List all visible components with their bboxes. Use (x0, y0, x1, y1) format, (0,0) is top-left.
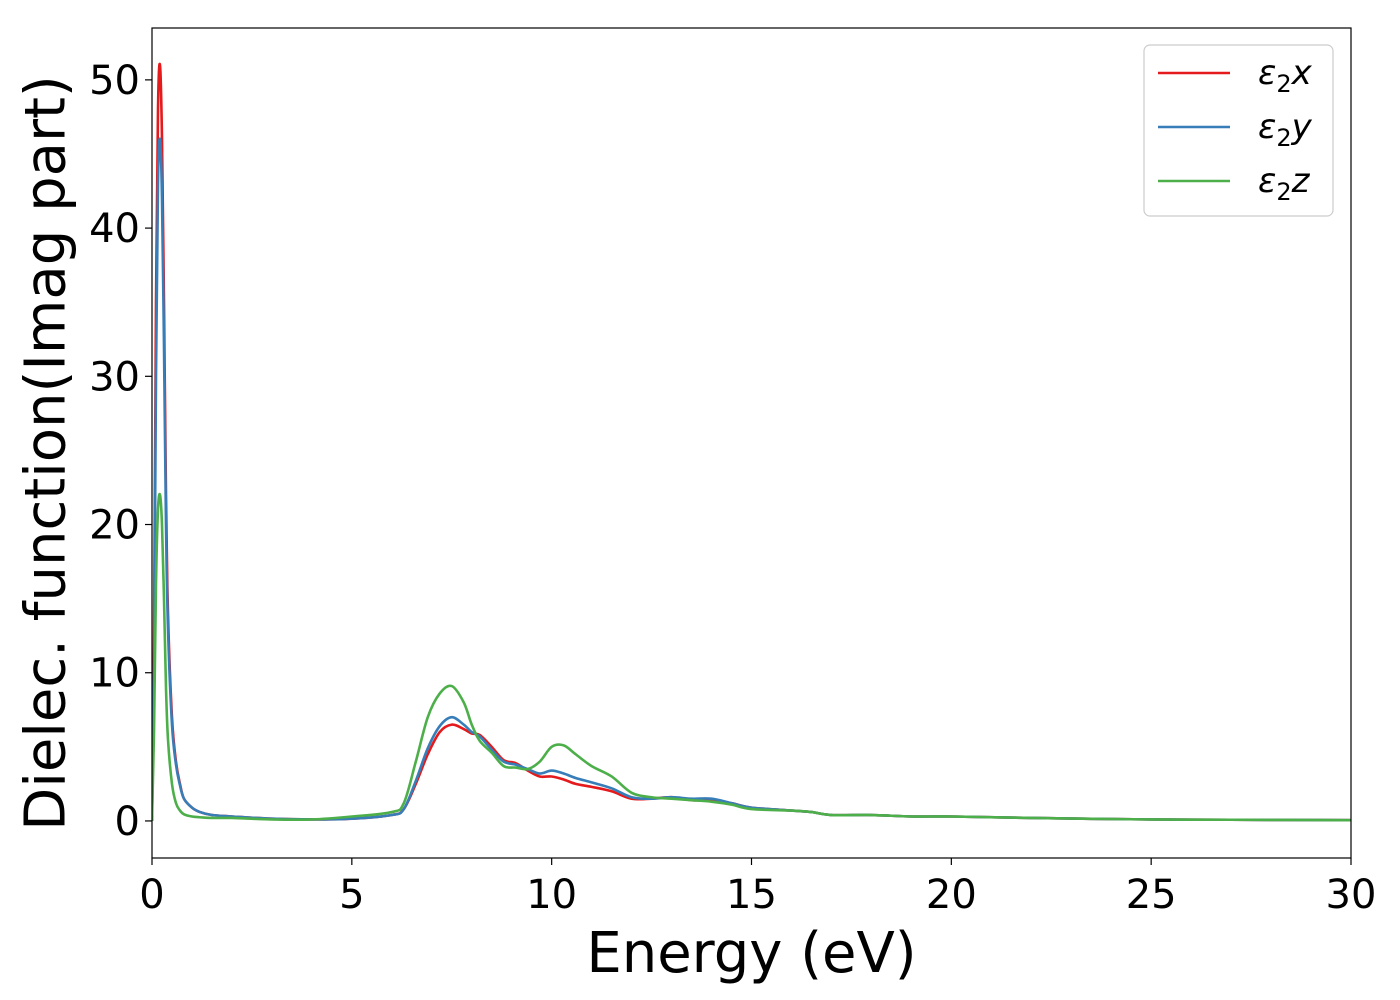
legend-entry-x: ε2x (1158, 53, 1313, 98)
x-tick-label: 20 (926, 872, 977, 918)
series-line-z (152, 492, 1351, 822)
x-tick-label: 15 (726, 872, 777, 918)
series-layer (152, 62, 1351, 822)
legend-entry-z: ε2z (1158, 161, 1311, 206)
y-axis-label: Dielec. function(Imag part) (14, 75, 79, 831)
x-tick-label: 5 (339, 872, 364, 918)
x-tick-label: 25 (1126, 872, 1177, 918)
legend-entry-y: ε2y (1158, 107, 1313, 152)
x-tick-label: 10 (526, 872, 577, 918)
y-tick-label: 20 (89, 503, 140, 549)
y-tick-label: 0 (115, 799, 140, 845)
legend-label: ε2y (1258, 107, 1313, 152)
x-axis: 0 5 10 15 20 25 30 (139, 858, 1376, 918)
x-axis-label: Energy (eV) (586, 921, 916, 986)
x-tick-label: 30 (1326, 872, 1377, 918)
y-axis: 0 10 20 30 40 50 (89, 58, 152, 845)
y-tick-label: 40 (89, 206, 140, 252)
legend-box (1143, 44, 1334, 217)
legend-label: ε2z (1258, 161, 1311, 206)
legend: ε2x ε2y ε2z (1143, 44, 1334, 217)
y-tick-label: 50 (89, 58, 140, 104)
legend-label: ε2x (1258, 53, 1313, 98)
y-tick-label: 30 (89, 354, 140, 400)
y-tick-label: 10 (89, 651, 140, 697)
x-tick-label: 0 (139, 872, 164, 918)
